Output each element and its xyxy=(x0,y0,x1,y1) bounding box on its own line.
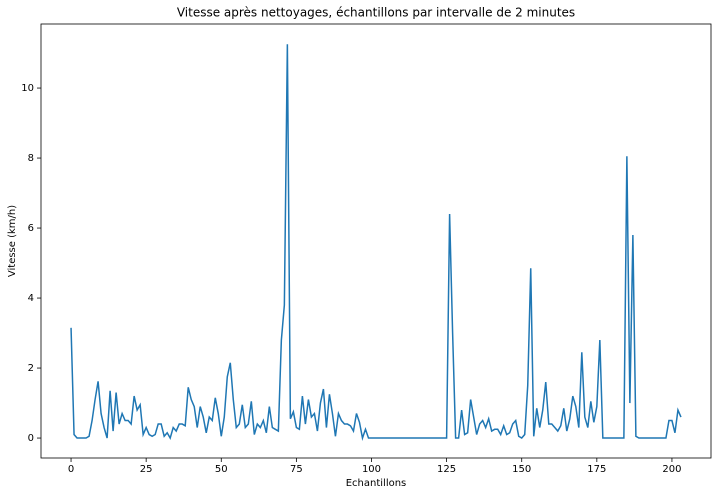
x-tick-label: 200 xyxy=(662,464,681,475)
x-axis-label: Echantillons xyxy=(346,478,407,489)
x-tick-label: 100 xyxy=(362,464,381,475)
x-tick-label: 50 xyxy=(215,464,228,475)
y-tick-label: 10 xyxy=(21,83,34,94)
x-tick-label: 150 xyxy=(512,464,531,475)
y-axis-label: Vitesse (km/h) xyxy=(7,205,18,277)
y-tick-label: 6 xyxy=(28,223,34,234)
y-tick-label: 2 xyxy=(28,363,34,374)
x-tick-label: 175 xyxy=(587,464,606,475)
x-tick-label: 75 xyxy=(290,464,303,475)
line xyxy=(70,44,682,441)
y-tick-label: 0 xyxy=(28,433,34,444)
x-tick-label: 125 xyxy=(437,464,456,475)
plot-frame xyxy=(40,23,712,459)
x-tick-label: 0 xyxy=(68,464,74,475)
x-tick-label: 25 xyxy=(140,464,153,475)
y-tick-label: 8 xyxy=(28,153,34,164)
chart-title: Vitesse après nettoyages, échantillons p… xyxy=(177,6,575,20)
y-tick-label: 4 xyxy=(28,293,34,304)
